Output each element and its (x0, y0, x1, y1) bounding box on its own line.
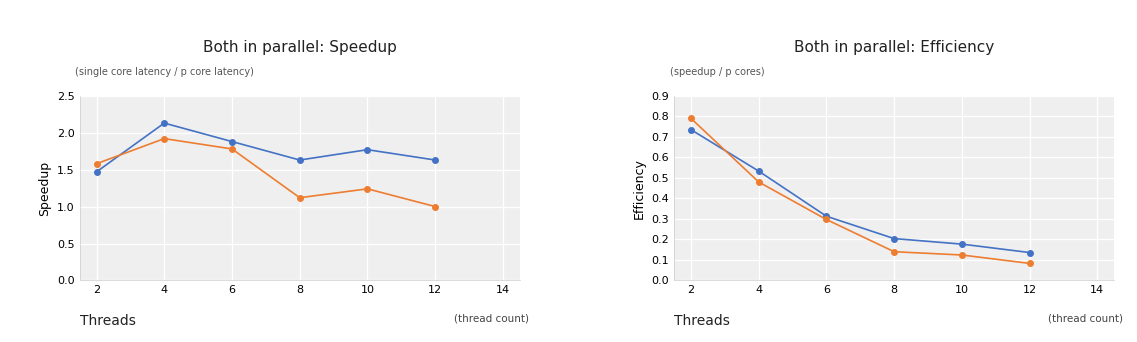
Pipeline (429, 158, 442, 162)
Fork-join (157, 136, 171, 141)
Text: (speedup / p cores): (speedup / p cores) (670, 67, 764, 77)
Pipeline (684, 128, 698, 132)
Pipeline (360, 148, 374, 152)
Pipeline (752, 169, 765, 173)
Fork-join (820, 218, 833, 222)
Fork-join (1023, 261, 1037, 265)
Fork-join (887, 250, 901, 254)
Fork-join (90, 162, 103, 166)
Text: (thread count): (thread count) (1048, 314, 1123, 324)
Text: (single core latency / p core latency): (single core latency / p core latency) (75, 67, 254, 77)
Line: Pipeline: Pipeline (688, 127, 1032, 255)
Pipeline (1023, 250, 1037, 254)
Pipeline (225, 140, 239, 144)
Line: Fork-join: Fork-join (688, 116, 1032, 266)
Line: Pipeline: Pipeline (93, 120, 438, 175)
Pipeline (293, 158, 307, 162)
Y-axis label: Efficiency: Efficiency (633, 158, 646, 219)
Pipeline (820, 214, 833, 218)
Text: Both in parallel: Efficiency: Both in parallel: Efficiency (794, 40, 994, 55)
Text: Threads: Threads (80, 314, 135, 328)
Text: Both in parallel: Speedup: Both in parallel: Speedup (202, 40, 397, 55)
Pipeline (90, 170, 103, 174)
Pipeline (887, 237, 901, 241)
Line: Fork-join: Fork-join (93, 136, 438, 209)
Pipeline (955, 242, 969, 246)
Fork-join (293, 196, 307, 200)
Y-axis label: Speedup: Speedup (39, 160, 51, 216)
Fork-join (360, 187, 374, 191)
Fork-join (955, 253, 969, 257)
Pipeline (157, 121, 171, 125)
Fork-join (225, 147, 239, 151)
Text: Threads: Threads (674, 314, 730, 328)
Fork-join (752, 180, 765, 184)
Fork-join (684, 116, 698, 120)
Text: (thread count): (thread count) (454, 314, 529, 324)
Fork-join (429, 205, 442, 209)
